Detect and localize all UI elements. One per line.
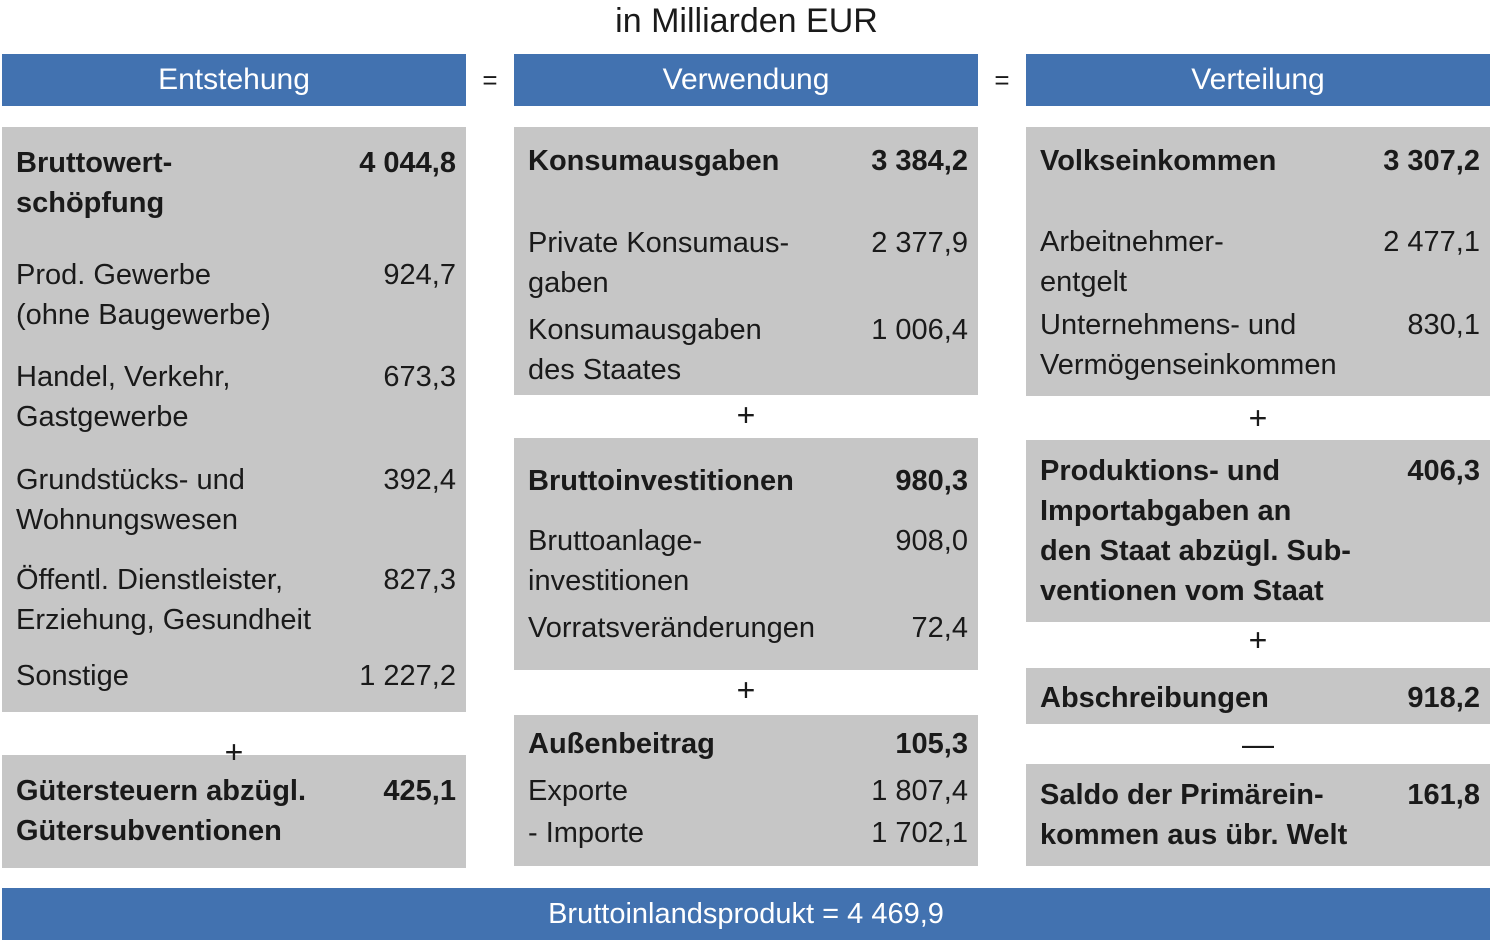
row-value: 3 384,2 xyxy=(871,145,968,177)
plus-sign: + xyxy=(736,672,756,708)
row-label: Exporte xyxy=(528,775,628,807)
row-value: 2 377,9 xyxy=(871,227,968,259)
box-title-row: 918,2 Abschreibungen xyxy=(1040,678,1480,718)
row-value: 425,1 xyxy=(383,775,456,807)
row-label: Arbeitnehmer- entgelt xyxy=(1040,226,1224,298)
row-label: Gütersteuern abzügl. Gütersubventionen xyxy=(16,775,307,847)
row-label: Produktions- und Importabgaben an den St… xyxy=(1040,455,1351,607)
column-header-verwendung: Verwendung xyxy=(514,54,978,106)
box-item-row: 827,3 Öffentl. Dienstleister, Erziehung, … xyxy=(16,560,456,640)
box-title-row: 3 384,2 Konsumausgaben xyxy=(528,141,968,181)
row-value: 2 477,1 xyxy=(1383,226,1480,258)
row-label: Prod. Gewerbe (ohne Baugewerbe) xyxy=(16,259,271,331)
box-title-row: 980,3 Bruttoinvestitionen xyxy=(528,461,968,501)
row-value: 1 702,1 xyxy=(871,817,968,849)
value-box xyxy=(2,755,466,868)
plus-sign: + xyxy=(1248,400,1268,436)
box-item-row: 72,4 Vorratsveränderungen xyxy=(528,608,968,648)
box-item-row: 2 477,1 Arbeitnehmer- entgelt xyxy=(1040,222,1480,302)
plus-sign: + xyxy=(736,397,756,433)
value-box xyxy=(514,715,978,866)
row-label: Grundstücks- und Wohnungswesen xyxy=(16,464,245,536)
equals-sign: = xyxy=(994,65,1010,95)
row-value: 72,4 xyxy=(911,612,968,644)
row-label: Bruttoinvestitionen xyxy=(528,465,794,497)
row-label: Bruttoanlage- investitionen xyxy=(528,525,703,597)
box-title-row: 4 044,8 Bruttowert- schöpfung xyxy=(16,143,456,223)
box-item-row: 1 006,4 Konsumausgaben des Staates xyxy=(528,310,968,390)
equals-sign: = xyxy=(482,65,498,95)
row-value: 161,8 xyxy=(1407,779,1480,811)
row-label: Sonstige xyxy=(16,660,129,692)
box-title-row: 3 307,2 Volkseinkommen xyxy=(1040,141,1480,181)
row-value: 406,3 xyxy=(1407,455,1480,487)
value-box xyxy=(1026,668,1490,724)
row-value: 1 006,4 xyxy=(871,314,968,346)
box-item-row: 2 377,9 Private Konsumaus- gaben xyxy=(528,223,968,303)
row-value: 918,2 xyxy=(1407,682,1480,714)
row-value: 673,3 xyxy=(383,361,456,393)
row-label: Unternehmens- und Vermögenseinkommen xyxy=(1040,309,1337,381)
row-label: Volkseinkommen xyxy=(1040,145,1277,177)
row-label: Private Konsumaus- gaben xyxy=(528,227,790,299)
row-label: Öffentl. Dienstleister, Erziehung, Gesun… xyxy=(16,564,312,636)
row-value: 105,3 xyxy=(895,728,968,760)
row-label: Konsumausgaben xyxy=(528,145,780,177)
value-box xyxy=(1026,764,1490,866)
row-value: 392,4 xyxy=(383,464,456,496)
value-box xyxy=(2,127,466,712)
row-label: Handel, Verkehr, Gastgewerbe xyxy=(16,361,231,433)
gdp-total-bar: Bruttoinlandsprodukt = 4 469,9 xyxy=(2,888,1490,940)
box-title-row: 105,3 Außenbeitrag xyxy=(528,724,968,764)
plus-sign: + xyxy=(1248,622,1268,658)
row-value: 1 227,2 xyxy=(359,660,456,692)
box-item-row: 1 227,2 Sonstige xyxy=(16,656,456,696)
row-value: 830,1 xyxy=(1407,309,1480,341)
row-value: 1 807,4 xyxy=(871,775,968,807)
row-value: 4 044,8 xyxy=(359,147,456,179)
column-header-entstehung: Entstehung xyxy=(2,54,466,106)
column-header-verteilung: Verteilung xyxy=(1026,54,1490,106)
row-label: Bruttowert- schöpfung xyxy=(16,147,173,219)
value-box xyxy=(514,127,978,395)
row-label: Saldo der Primärein- kommen aus übr. Wel… xyxy=(1040,779,1348,851)
box-item-row: 908,0 Bruttoanlage- investitionen xyxy=(528,521,968,601)
box-title-row: 161,8 Saldo der Primärein- kommen aus übr… xyxy=(1040,775,1480,855)
row-value: 908,0 xyxy=(895,525,968,557)
box-item-row: 1 807,4 Exporte xyxy=(528,771,968,811)
row-label: Außenbeitrag xyxy=(528,728,715,760)
row-label: Konsumausgaben des Staates xyxy=(528,314,762,386)
value-box xyxy=(1026,127,1490,396)
row-value: 980,3 xyxy=(895,465,968,497)
minus-sign: — xyxy=(1242,726,1274,762)
box-item-row: 392,4 Grundstücks- und Wohnungswesen xyxy=(16,460,456,540)
unit-title: in Milliarden EUR xyxy=(615,2,878,40)
box-title-row: 406,3 Produktions- und Importabgaben an d… xyxy=(1040,451,1480,611)
row-value: 924,7 xyxy=(383,259,456,291)
value-box xyxy=(514,438,978,670)
box-item-row: 830,1 Unternehmens- und Vermögenseinkomme… xyxy=(1040,305,1480,385)
box-item-row: 673,3 Handel, Verkehr, Gastgewerbe xyxy=(16,357,456,437)
row-label: Vorratsveränderungen xyxy=(528,612,815,644)
plus-sign: + xyxy=(224,734,244,770)
box-item-row: 1 702,1 - Importe xyxy=(528,813,968,853)
row-label: Abschreibungen xyxy=(1040,682,1269,714)
row-label: - Importe xyxy=(528,817,645,849)
value-box xyxy=(1026,440,1490,622)
box-title-row: 425,1 Gütersteuern abzügl. Gütersubventio… xyxy=(16,771,456,851)
row-value: 827,3 xyxy=(383,564,456,596)
row-value: 3 307,2 xyxy=(1383,145,1480,177)
box-item-row: 924,7 Prod. Gewerbe (ohne Baugewerbe) xyxy=(16,255,456,335)
